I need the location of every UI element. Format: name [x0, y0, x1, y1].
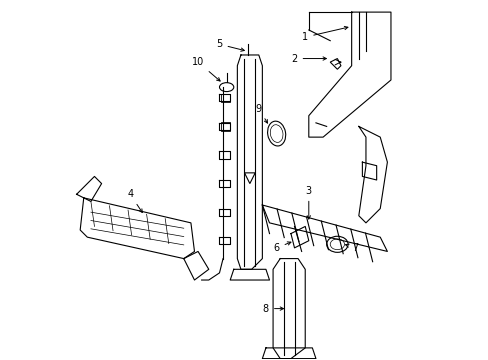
Text: 10: 10	[192, 57, 220, 81]
Text: 1: 1	[302, 26, 347, 42]
Text: 2: 2	[291, 54, 325, 64]
Text: 6: 6	[273, 242, 290, 253]
Polygon shape	[244, 173, 255, 184]
Text: 5: 5	[216, 39, 244, 51]
Text: 3: 3	[305, 186, 311, 219]
Bar	[221, 122, 230, 131]
Text: 7: 7	[345, 243, 358, 253]
Text: 4: 4	[127, 189, 142, 212]
Bar	[221, 94, 230, 102]
Text: 9: 9	[255, 104, 267, 123]
Polygon shape	[329, 59, 340, 69]
Text: 8: 8	[263, 303, 283, 314]
